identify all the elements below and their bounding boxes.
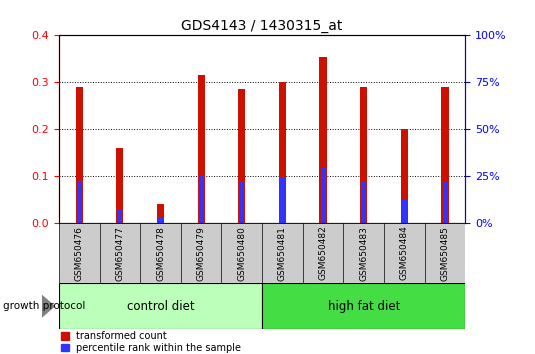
Text: GSM650478: GSM650478 (156, 225, 165, 281)
Bar (239, 181, 244, 223)
Bar (360, 87, 368, 223)
Bar (198, 176, 204, 223)
Bar (77, 181, 82, 223)
Bar (441, 87, 449, 223)
Text: growth protocol: growth protocol (3, 301, 85, 311)
FancyBboxPatch shape (59, 283, 262, 329)
Bar (238, 89, 246, 223)
Text: GSM650484: GSM650484 (400, 226, 409, 280)
Bar (280, 177, 285, 223)
Bar (117, 209, 123, 223)
Bar (402, 200, 407, 223)
Bar (401, 129, 408, 223)
Bar (319, 57, 327, 223)
Legend: transformed count, percentile rank within the sample: transformed count, percentile rank withi… (61, 331, 241, 353)
Polygon shape (42, 295, 55, 318)
Text: GSM650481: GSM650481 (278, 225, 287, 281)
Text: GSM650476: GSM650476 (75, 225, 83, 281)
Bar (320, 167, 326, 223)
Bar (116, 148, 124, 223)
Text: GSM650477: GSM650477 (116, 225, 124, 281)
Bar (158, 218, 163, 223)
Text: high fat diet: high fat diet (327, 300, 400, 313)
Text: GSM650480: GSM650480 (238, 225, 246, 281)
Bar (361, 181, 366, 223)
Text: GSM650483: GSM650483 (360, 225, 368, 281)
Bar (75, 87, 83, 223)
Text: GSM650479: GSM650479 (197, 225, 205, 281)
FancyBboxPatch shape (262, 283, 465, 329)
Text: GSM650482: GSM650482 (319, 226, 327, 280)
Bar (157, 204, 164, 223)
Bar (197, 75, 205, 223)
Text: control diet: control diet (127, 300, 194, 313)
Title: GDS4143 / 1430315_at: GDS4143 / 1430315_at (181, 19, 343, 33)
Text: GSM650485: GSM650485 (441, 225, 449, 281)
Bar (279, 82, 286, 223)
Bar (442, 181, 448, 223)
